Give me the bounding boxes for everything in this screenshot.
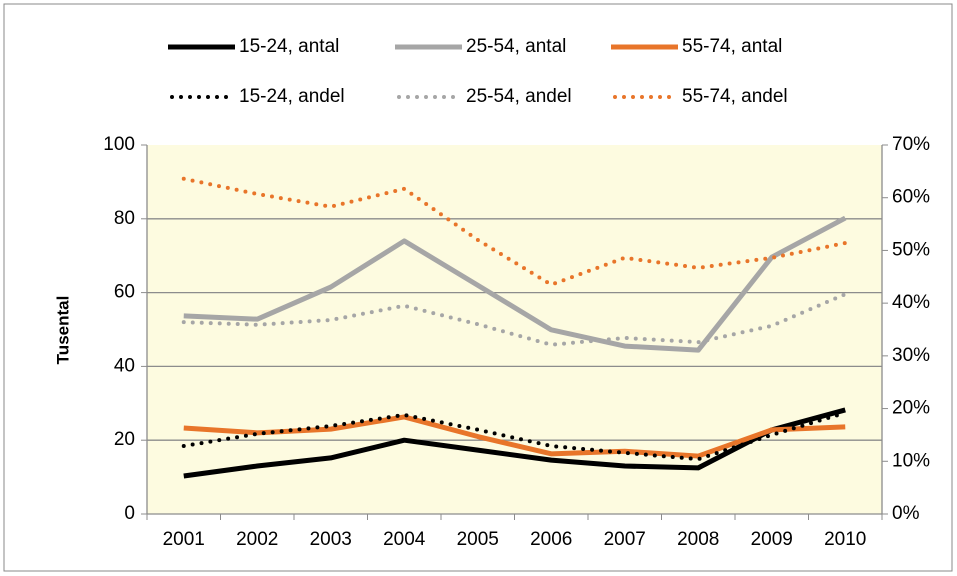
plot-area: [147, 145, 882, 514]
x-tick-label: 2003: [310, 529, 352, 550]
y2-tick-label: 60%: [892, 187, 930, 208]
legend-label: 55-74, antal: [682, 36, 782, 57]
x-tick-label: 2001: [163, 529, 205, 550]
x-tick-label: 2008: [677, 529, 719, 550]
y2-tick-label: 0%: [892, 503, 920, 524]
y2-tick-label: 70%: [892, 134, 930, 155]
y-axis-label: Tusental: [53, 296, 72, 365]
x-tick-label: 2007: [604, 529, 646, 550]
series-line: [181, 410, 848, 462]
y2-tick-label: 30%: [892, 345, 930, 366]
y-tick-label: 0: [124, 503, 135, 524]
y-tick-label: 100: [103, 134, 135, 155]
y-tick-label: 80: [114, 208, 135, 229]
legend-label: 15-24, andel: [239, 86, 345, 107]
y2-tick-label: 50%: [892, 239, 930, 260]
y-tick-label: 40: [114, 355, 135, 376]
y-tick-label: 60: [114, 282, 135, 303]
x-tick-label: 2010: [824, 529, 866, 550]
y-tick-label: 20: [114, 429, 135, 450]
legend-label: 25-54, antal: [466, 36, 566, 57]
x-tick-label: 2004: [383, 529, 426, 550]
series-line: [183, 414, 846, 459]
y2-tick-label: 40%: [892, 292, 930, 313]
x-tick-label: 2009: [751, 529, 793, 550]
legend-label: 15-24, antal: [239, 36, 339, 57]
series-line: [181, 292, 848, 347]
x-tick-label: 2006: [530, 529, 572, 550]
x-tick-label: 2005: [457, 529, 499, 550]
y2-tick-label: 10%: [892, 450, 930, 471]
legend-label: 55-74, andel: [682, 86, 788, 107]
series-line: [183, 215, 847, 353]
y2-tick-label: 20%: [892, 398, 930, 419]
x-tick-label: 2002: [236, 529, 278, 550]
legend-label: 25-54, andel: [466, 86, 572, 107]
